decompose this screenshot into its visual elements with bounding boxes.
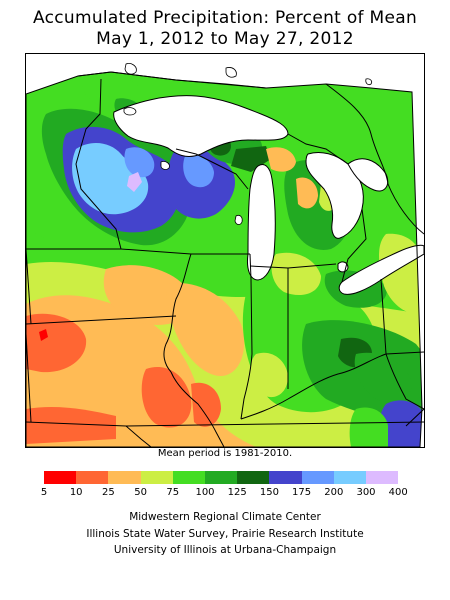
credit-mrcc: Midwestern Regional Climate Center [129, 511, 321, 523]
legend-swatch [204, 471, 238, 484]
mean-period-note: Mean period is 1981-2010. [157, 448, 293, 459]
legend-label: 300 [356, 487, 376, 498]
legend-label: 10 [69, 487, 83, 498]
legend-label: 400 [388, 487, 408, 498]
legend-label: 50 [134, 487, 147, 498]
legend-label: 25 [102, 487, 115, 498]
state-boundaries [26, 71, 424, 447]
map-svg [26, 54, 424, 447]
legend-label: 75 [166, 487, 180, 498]
legend-swatch [76, 471, 109, 484]
legend-swatch [333, 471, 366, 484]
legend-swatch [269, 471, 302, 484]
map-title: Accumulated Precipitation: Percent of Me… [32, 8, 418, 28]
great-lakes [113, 63, 424, 295]
map-date-range: May 1, 2012 to May 27, 2012 [96, 29, 354, 49]
legend-label: 175 [292, 487, 312, 498]
legend-swatch [108, 471, 141, 484]
legend-swatch [301, 471, 334, 484]
legend-swatch [237, 471, 270, 484]
legend-swatch [365, 471, 399, 484]
legend-label: 150 [259, 487, 279, 498]
legend-label: 200 [324, 487, 344, 498]
legend-labels: 5 10 25 50 75 100 125 150 175 200 300 40… [40, 487, 408, 501]
credit-uiuc: University of Illinois at Urbana-Champai… [113, 544, 337, 556]
legend-swatch [140, 471, 173, 484]
legend-swatch [172, 471, 205, 484]
credit-isws: Illinois State Water Survey, Prairie Res… [86, 528, 364, 540]
precipitation-map [25, 53, 425, 448]
legend-swatch [44, 471, 77, 484]
legend-label: 5 [40, 487, 48, 498]
legend-color-bar [44, 471, 399, 484]
legend [44, 471, 399, 484]
legend-label: 125 [227, 487, 247, 498]
legend-label: 100 [195, 487, 215, 498]
